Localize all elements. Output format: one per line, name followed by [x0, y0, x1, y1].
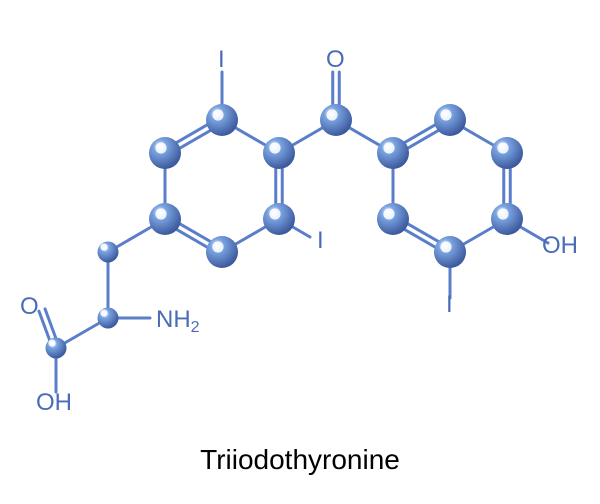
svg-text:I: I — [446, 291, 453, 318]
svg-text:O: O — [326, 46, 345, 73]
svg-text:O: O — [20, 293, 39, 320]
molecule-diagram: I I I O OH O OH NH2 — [0, 0, 600, 504]
svg-text:NH2: NH2 — [156, 306, 200, 336]
svg-text:I: I — [218, 46, 225, 73]
svg-text:OH: OH — [542, 232, 578, 259]
molecule-title: Triiodothyronine — [0, 444, 600, 476]
svg-text:I: I — [317, 227, 324, 254]
svg-text:OH: OH — [36, 389, 72, 416]
